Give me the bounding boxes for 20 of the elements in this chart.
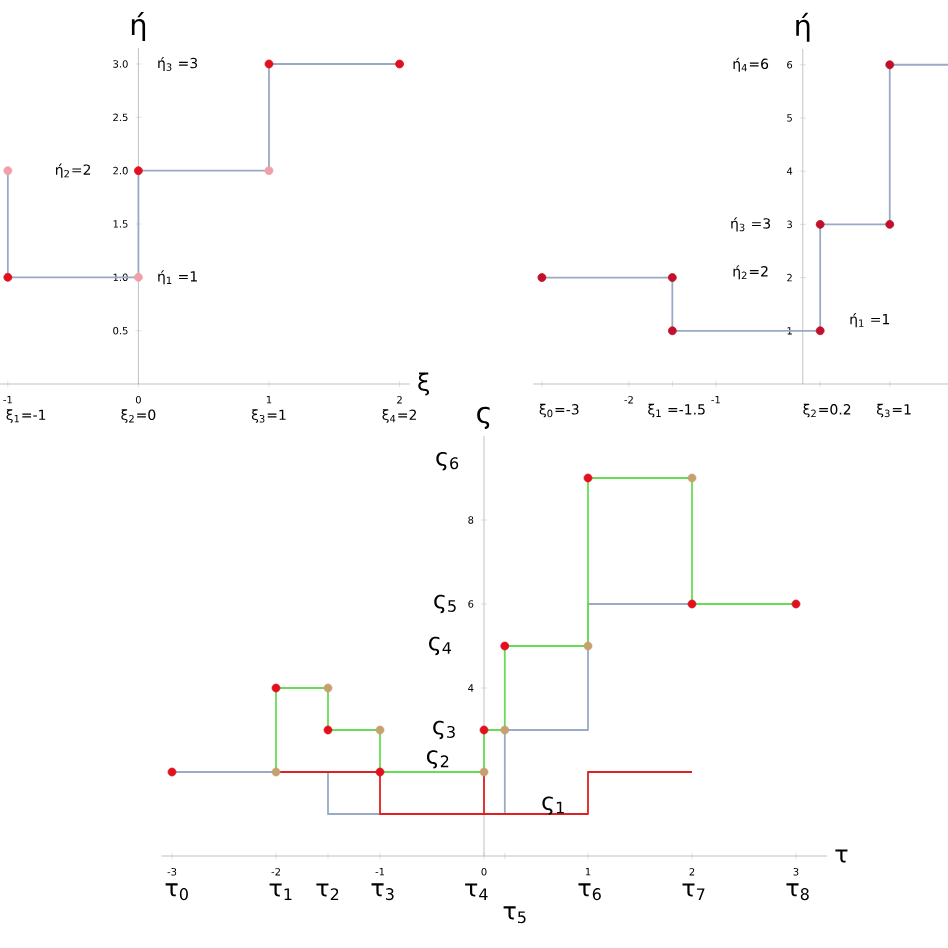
x-axis-title: ξ — [418, 372, 430, 396]
text: τ$_{4}$ — [465, 883, 488, 901]
y-axis-title: ή — [796, 12, 810, 42]
annotation: ς$_{5}$ — [434, 594, 456, 614]
annotation: ς$_{2}$ — [426, 750, 449, 769]
y-axis-title: ς — [477, 406, 490, 429]
text: τ$_{3}$ — [371, 883, 394, 901]
text: τ$_{7}$ — [682, 883, 705, 901]
text: τ$_{6}$ — [578, 883, 601, 901]
annotation: ς$_{1}$ — [542, 796, 564, 815]
annotation: ς$_{6}$ — [436, 452, 459, 471]
text: τ$_{5}$ — [503, 906, 526, 924]
x-axis-title: τ — [835, 849, 848, 863]
annotation: ς$_{4}$ — [429, 636, 452, 656]
annotation: ς$_{3}$ — [433, 720, 455, 740]
text: τ$_{8}$ — [786, 883, 809, 901]
text: τ$_{1}$ — [269, 883, 292, 901]
text: τ$_{2}$ — [316, 883, 339, 901]
text: τ$_{0}$ — [165, 883, 188, 901]
y-axis-title: ή — [131, 12, 146, 41]
